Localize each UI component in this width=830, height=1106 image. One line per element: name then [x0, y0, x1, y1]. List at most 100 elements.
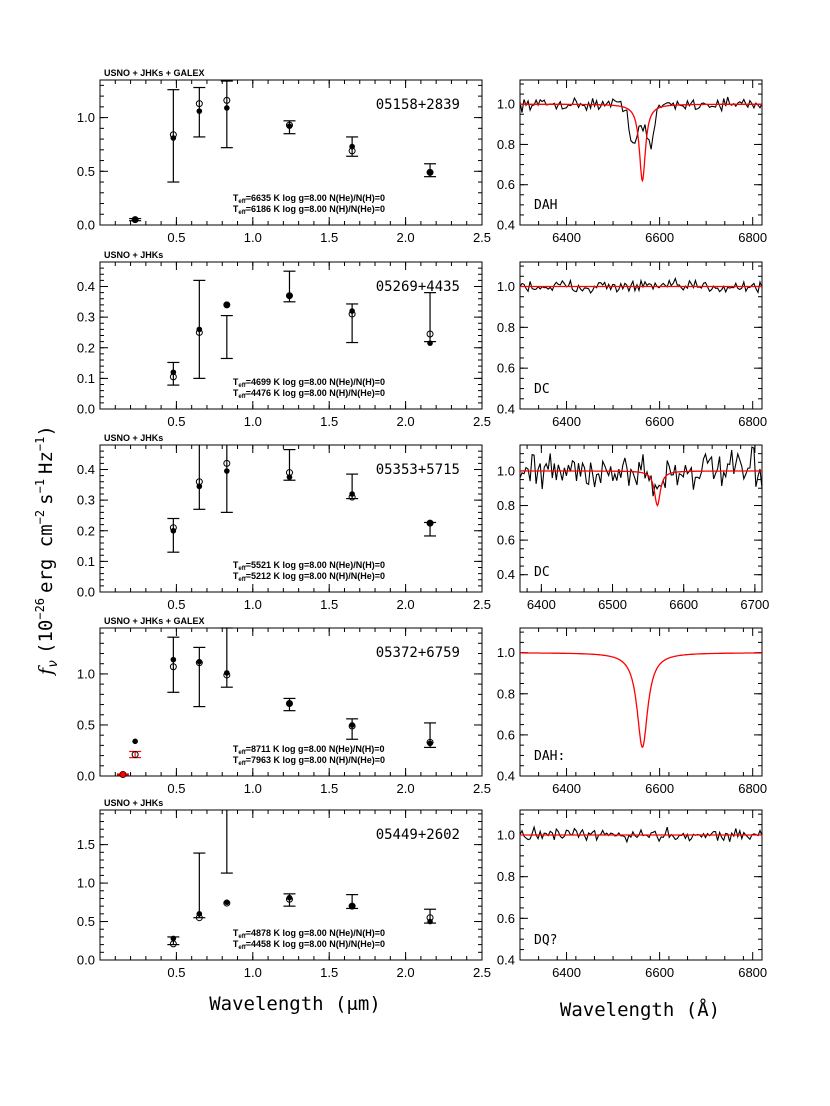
x-tick-label: 6400: [552, 230, 581, 245]
y-label-units-exp: −2: [33, 510, 47, 524]
x-tick-label: 1.5: [320, 965, 338, 980]
model-point-filled: [286, 700, 293, 707]
panels-group: 0.5 1.0 1.5 2.0 2.5 0.0 0.5 1.0 USNO + JHKs + GA…: [77, 68, 769, 980]
y-tick-label: 1.0: [497, 463, 515, 478]
x-tick-label: 6400: [552, 965, 581, 980]
model-point-filled: [196, 108, 203, 114]
fit-eff-sub: eff: [238, 934, 246, 940]
model-spectrum: [520, 652, 762, 749]
fit-annotation: Teff=8711 K log g=8.00 N(He)/N(H)=0: [233, 744, 385, 756]
model-point-open: [119, 770, 127, 778]
plot-frame: [519, 627, 763, 777]
x-tick-label: 6400: [527, 597, 556, 612]
model-point-filled: [196, 658, 203, 665]
object-name: 05372+6759: [376, 645, 460, 661]
model-point-open: [131, 216, 139, 224]
model-point-filled: [286, 894, 293, 901]
fit-annotation: Teff=4699 K log g=8.00 N(He)/N(H)=0: [233, 377, 385, 389]
y-tick-label: 1.0: [497, 828, 515, 843]
y-tick-label: 0.6: [497, 727, 515, 742]
model-point-filled: [170, 656, 177, 663]
model-point-open: [223, 301, 231, 309]
sed-panel-05372+6759: 0.5 1.0 1.5 2.0 2.5 0.0 0.5 1.0 USNO + JHKs + GA…: [77, 616, 491, 796]
x-tick-label: 6800: [738, 414, 767, 429]
plot-frame: [99, 79, 483, 226]
model-point-filled: [170, 935, 177, 942]
x-tick-label: 6400: [552, 781, 581, 796]
y-label-open: (10: [35, 620, 57, 654]
x-tick-label: 0.5: [167, 230, 185, 245]
y-label-hz-exp: −1: [33, 437, 47, 451]
x-tick-label: 2.5: [473, 230, 491, 245]
y-tick-label: 0.6: [497, 177, 515, 192]
model-point-filled: [132, 738, 138, 745]
model-point-filled: [427, 918, 433, 925]
model-point-open: [426, 168, 434, 176]
fit-rest: =4878 K log g=8.00 N(He)/N(H)=0: [246, 928, 385, 938]
x-tick-label: 2.0: [397, 230, 415, 245]
y-tick-label: 0.4: [497, 402, 515, 417]
spectrum-panel-05372+6759: 6400 6600 6800 0.4 0.6 0.8 1.0 DAH:: [497, 627, 767, 796]
fit-eff-sub: eff: [238, 383, 246, 389]
fit-rest: =6186 K log g=8.00 N(H)/N(He)=0: [246, 204, 385, 214]
x-tick-label: 2.5: [473, 597, 491, 612]
fit-eff-sub: eff: [238, 394, 246, 400]
fit-t: T: [233, 377, 239, 387]
x-tick-label: 6500: [598, 597, 627, 612]
fit-rest: =4699 K log g=8.00 N(He)/N(H)=0: [246, 377, 385, 387]
spectrum-panel-05449+2602: 6400 6600 6800 0.4 0.6 0.8 1.0 DQ?: [497, 809, 767, 980]
x-tick-label: 6700: [740, 597, 769, 612]
fit-t: T: [233, 388, 239, 398]
model-point-filled: [224, 468, 230, 474]
fit-annotation: Teff=5212 K log g=8.00 N(H)/N(He)=0: [233, 571, 385, 583]
observed-spectrum: [520, 825, 762, 844]
model-point-open: [426, 519, 434, 527]
model-point-filled: [427, 740, 433, 747]
x-tick-label: 1.5: [320, 597, 338, 612]
y-tick-label: 0.0: [77, 953, 95, 968]
x-tick-label: 2.5: [473, 965, 491, 980]
y-tick-label: 1.0: [77, 876, 95, 891]
model-point-open: [285, 700, 293, 708]
model-point-filled: [349, 308, 355, 314]
sed-panel-05449+2602: 0.5 1.0 1.5 2.0 2.5 0.0 0.5 1.0 1.5 USNO + JHKs 05…: [77, 798, 491, 980]
y-label-exp: −26: [33, 598, 47, 620]
fit-t: T: [233, 939, 239, 949]
model-point-open: [131, 751, 139, 759]
sed-panel-05269+4435: 0.5 1.0 1.5 2.0 2.5 0.0 0.1 0.2 0.3 0.4 USNO + JHK…: [77, 250, 491, 429]
x-tick-label: 2.0: [397, 414, 415, 429]
model-point-filled: [120, 771, 126, 778]
spectral-class-label: DC: [534, 382, 550, 397]
spectral-class-label: DAH:: [534, 749, 565, 764]
y-label-s-exp: −1: [33, 479, 47, 493]
model-point-open: [426, 330, 434, 338]
x-tick-label: 6800: [738, 965, 767, 980]
fit-eff-sub: eff: [238, 210, 246, 216]
y-tick-label: 0.5: [77, 717, 95, 732]
y-tick-label: 0.0: [77, 218, 95, 233]
model-point-filled: [196, 483, 203, 490]
fit-t: T: [233, 560, 239, 570]
spectrum-panel-05158+2839: 6400 6600 6800 0.4 0.6 0.8 1.0 DAH: [497, 79, 767, 245]
fit-eff-sub: eff: [238, 566, 246, 572]
model-point-filled: [349, 143, 355, 150]
model-point-filled: [196, 326, 203, 333]
fit-rest: =5521 K log g=8.00 N(He)/N(H)=0: [246, 560, 385, 570]
model-point-filled: [224, 105, 230, 111]
y-tick-label: 0.4: [497, 218, 515, 233]
y-tick-label: 0.5: [77, 914, 95, 929]
plot-frame: [99, 627, 483, 777]
spectral-class-label: DAH: [534, 198, 557, 213]
y-tick-label: 0.6: [497, 361, 515, 376]
y-tick-label: 1.0: [497, 279, 515, 294]
fit-eff-sub: eff: [238, 750, 246, 756]
y-label-s: s: [35, 493, 57, 504]
y-tick-label: 1.0: [77, 110, 95, 125]
spectrum-panel-05353+5715: 6400 6500 6600 6700 0.4 0.6 0.8 1.0 DC: [497, 444, 769, 612]
x-tick-label: 2.5: [473, 781, 491, 796]
y-tick-label: 0.5: [77, 164, 95, 179]
fit-t: T: [233, 744, 239, 754]
x-tick-label: 2.5: [473, 414, 491, 429]
sed-panel-05353+5715: 0.5 1.0 1.5 2.0 2.5 0.0 0.1 0.2 0.3 0.4 USNO + JHK…: [77, 433, 491, 612]
y-tick-label: 0.8: [497, 320, 515, 335]
